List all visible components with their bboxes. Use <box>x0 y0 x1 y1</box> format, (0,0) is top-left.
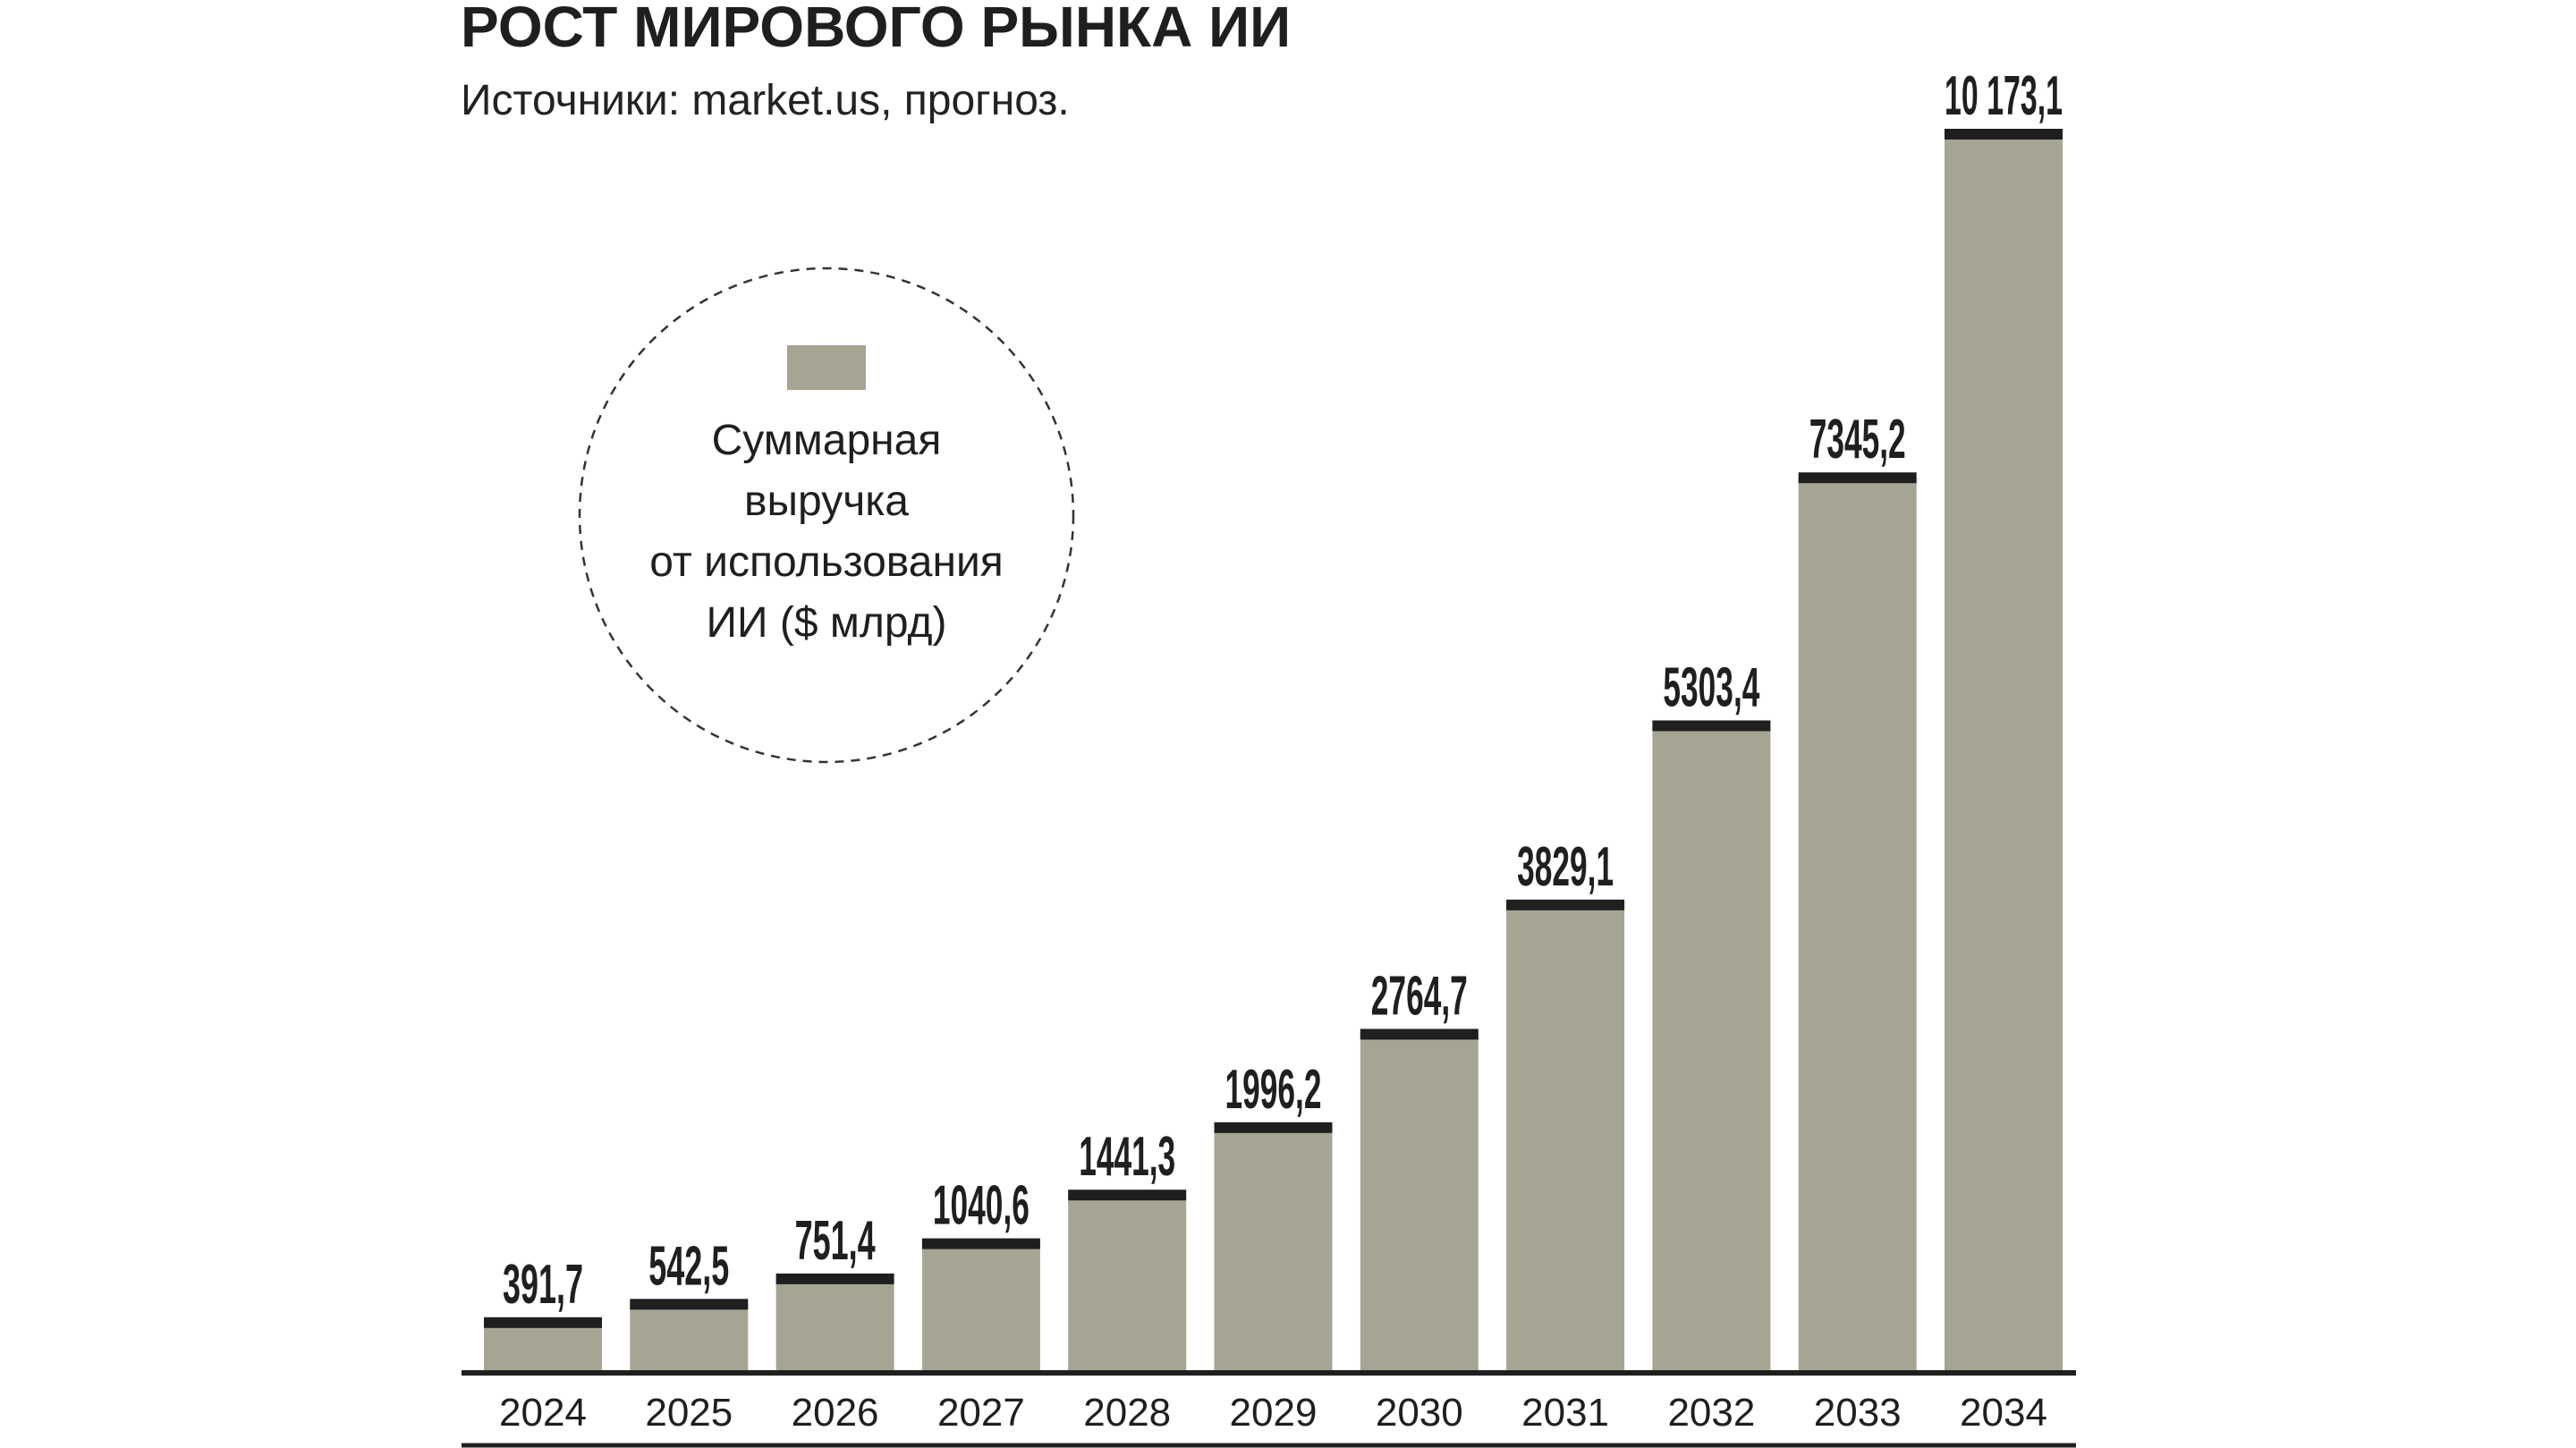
bar-2033 <box>1798 478 1917 1370</box>
x-tick-label-2027: 2027 <box>937 1391 1025 1435</box>
x-tick-label-2025: 2025 <box>645 1391 733 1435</box>
x-tick-label-2030: 2030 <box>1376 1391 1463 1435</box>
legend-dashed-circle <box>578 267 1075 764</box>
bar-caps-group <box>484 129 2063 1328</box>
bar-cap-2032 <box>1652 720 1771 732</box>
x-tick-label-2026: 2026 <box>792 1391 879 1435</box>
bar-cap-2029 <box>1214 1122 1333 1133</box>
chart-title: РОСТ МИРОВОГО РЫНКА ИИ <box>461 0 1291 59</box>
legend-line-3: от использования <box>649 538 1004 586</box>
bar-2030 <box>1360 1034 1479 1370</box>
bar-cap-2031 <box>1506 899 1625 910</box>
bar-cap-2024 <box>484 1317 602 1328</box>
bar-2027 <box>921 1243 1040 1370</box>
value-label-2033: 7345,2 <box>1809 409 1906 470</box>
bar-2032 <box>1652 725 1771 1370</box>
value-label-2030: 2764,7 <box>1371 965 1468 1027</box>
legend: Суммарная выручка от использования ИИ ($… <box>578 267 1075 764</box>
bar-2024 <box>484 1322 602 1370</box>
value-label-2034: 10 173,1 <box>1945 65 2063 127</box>
bar-cap-2033 <box>1798 472 1917 484</box>
legend-line-1: Суммарная <box>712 417 942 464</box>
bar-2028 <box>1068 1195 1187 1370</box>
value-labels-group: 391,7 542,5 751,4 1040,6 1441,3 1996,2 2764,7 3… <box>503 65 2063 1316</box>
value-label-2025: 542,5 <box>648 1235 729 1297</box>
bar-cap-2025 <box>630 1299 749 1310</box>
x-tick-label-2029: 2029 <box>1230 1391 1318 1435</box>
bar-2025 <box>630 1304 749 1370</box>
bars-group <box>484 134 2063 1370</box>
bar-2031 <box>1506 904 1625 1370</box>
x-tick-labels-group: 2024 2025 2026 2027 2028 2029 2030 2031 2032 2033… <box>499 1391 2047 1435</box>
bar-2026 <box>775 1278 894 1370</box>
x-tick-label-2032: 2032 <box>1667 1391 1755 1435</box>
value-label-2024: 391,7 <box>503 1254 583 1316</box>
value-label-2031: 3829,1 <box>1517 836 1614 898</box>
legend-line-4: ИИ ($ млрд) <box>707 599 947 647</box>
value-label-2029: 1996,2 <box>1225 1059 1322 1121</box>
value-label-2026: 751,4 <box>795 1210 876 1272</box>
bar-cap-2034 <box>1945 129 2063 140</box>
bar-cap-2027 <box>921 1238 1040 1249</box>
legend-swatch <box>787 345 866 390</box>
value-label-2032: 5303,4 <box>1663 657 1759 719</box>
x-tick-label-2024: 2024 <box>499 1391 587 1435</box>
x-tick-label-2028: 2028 <box>1083 1391 1171 1435</box>
legend-line-2: выручка <box>744 478 909 525</box>
x-tick-label-2031: 2031 <box>1521 1391 1609 1435</box>
x-tick-label-2033: 2033 <box>1814 1391 1902 1435</box>
x-tick-label-2034: 2034 <box>1960 1391 2047 1435</box>
bar-cap-2028 <box>1068 1190 1187 1201</box>
bar-cap-2026 <box>775 1273 894 1284</box>
value-label-2027: 1040,6 <box>933 1175 1030 1237</box>
chart-subtitle: Источники: market.us, прогноз. <box>461 77 1070 124</box>
bar-2034 <box>1945 134 2063 1370</box>
value-label-2028: 1441,3 <box>1079 1126 1175 1188</box>
bar-2029 <box>1214 1127 1333 1370</box>
bar-cap-2030 <box>1360 1029 1479 1040</box>
